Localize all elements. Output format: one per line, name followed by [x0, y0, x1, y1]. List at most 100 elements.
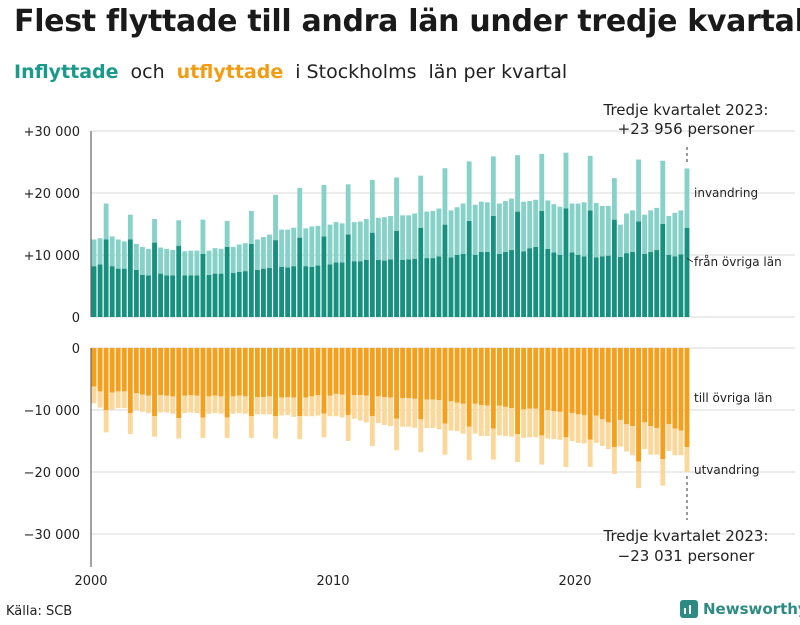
bar-out-emigration: [442, 423, 448, 455]
bar-in-domestic: [539, 210, 545, 317]
bar-in-domestic: [236, 271, 242, 317]
bar-out-domestic: [285, 348, 291, 397]
bar-in-domestic: [224, 246, 230, 317]
bar-in-domestic: [666, 255, 672, 317]
bar-out-domestic: [581, 348, 587, 415]
bar-in-domestic: [212, 273, 218, 317]
bar-in-domestic: [109, 266, 115, 317]
bar-out-emigration: [448, 401, 454, 431]
bar-out-emigration: [327, 395, 333, 417]
bar-out-emigration: [587, 439, 593, 468]
bar-out-domestic: [424, 348, 430, 400]
bar-in-immigration: [369, 179, 375, 233]
bar-out-domestic: [188, 348, 194, 396]
x-tick-label: 2010: [316, 574, 349, 589]
y-tick-label: −30 000: [24, 528, 80, 543]
bar-in-immigration: [176, 220, 182, 246]
bar-out-domestic: [654, 348, 660, 428]
bar-out-emigration: [605, 422, 611, 450]
bar-in-immigration: [672, 212, 678, 257]
bar-out-domestic: [418, 348, 424, 420]
bar-in-domestic: [133, 269, 139, 317]
bar-out-domestic: [636, 348, 641, 462]
bar-out-domestic: [448, 348, 454, 402]
bar-out-domestic: [133, 348, 139, 394]
bar-out-emigration: [666, 424, 672, 451]
bar-in-immigration: [230, 246, 236, 273]
bar-in-immigration: [587, 155, 593, 211]
y-tick-label: +20 000: [24, 187, 80, 202]
bar-in-domestic: [152, 242, 157, 317]
bar-in-domestic: [291, 266, 297, 317]
series-label-utvandring: utvandring: [694, 463, 759, 477]
bar-in-domestic: [478, 251, 484, 317]
bar-in-domestic: [91, 266, 97, 317]
bar-in-domestic: [315, 265, 321, 317]
bar-out-emigration: [121, 391, 127, 409]
bar-in-immigration: [97, 238, 103, 265]
bar-out-emigration: [242, 396, 248, 414]
bar-in-domestic: [164, 275, 170, 317]
bar-in-immigration: [563, 152, 569, 209]
bar-out-domestic: [557, 348, 563, 412]
bar-in-domestic: [279, 266, 285, 317]
bar-out-emigration: [164, 395, 170, 413]
bar-out-emigration: [611, 447, 617, 474]
bar-out-domestic: [539, 348, 545, 436]
bar-out-domestic: [648, 348, 654, 427]
bar-out-emigration: [382, 396, 387, 425]
bar-out-emigration: [672, 428, 678, 456]
bar-in-domestic: [339, 262, 345, 317]
bar-out-domestic: [218, 348, 224, 397]
bar-out-emigration: [321, 413, 327, 438]
bar-out-emigration: [309, 396, 315, 417]
bar-out-emigration: [545, 410, 551, 439]
bar-out-emigration: [375, 396, 381, 424]
bar-out-domestic: [176, 348, 182, 419]
bar-in-domestic: [206, 274, 212, 317]
bar-out-domestic: [321, 348, 327, 414]
bar-out-emigration: [127, 413, 133, 435]
bar-in-domestic: [654, 250, 660, 317]
bar-in-immigration: [121, 241, 127, 269]
bar-in-immigration: [394, 177, 399, 231]
bar-in-immigration: [127, 214, 133, 240]
bar-out-emigration: [654, 427, 660, 455]
bar-out-emigration: [569, 413, 575, 441]
bar-out-domestic: [599, 348, 605, 420]
bar-in-immigration: [206, 250, 212, 275]
bar-in-domestic: [569, 252, 575, 317]
annotation-bottom-line2: −23 031 personer: [618, 547, 755, 565]
bar-in-immigration: [424, 211, 430, 259]
bar-in-immigration: [357, 221, 363, 262]
bar-in-domestic: [285, 267, 291, 317]
bar-out-domestic: [369, 348, 375, 417]
bar-out-emigration: [478, 405, 484, 437]
bar-out-emigration: [509, 408, 514, 437]
bar-in-immigration: [648, 210, 654, 252]
bar-out-emigration: [394, 418, 399, 451]
bar-in-domestic: [382, 260, 387, 317]
bar-in-immigration: [297, 188, 303, 238]
bar-out-domestic: [200, 348, 206, 418]
bar-out-emigration: [430, 399, 436, 428]
bar-in-domestic: [575, 255, 581, 317]
bar-in-immigration: [273, 194, 278, 241]
bar-out-emigration: [103, 410, 109, 433]
bar-out-domestic: [394, 348, 399, 419]
bar-out-emigration: [248, 416, 254, 438]
bar-out-emigration: [617, 419, 623, 447]
bar-out-emigration: [188, 395, 194, 413]
bar-in-domestic: [400, 259, 406, 317]
bar-in-immigration: [454, 207, 460, 255]
bar-in-immigration: [400, 215, 406, 260]
bar-out-emigration: [224, 417, 230, 438]
bar-in-immigration: [91, 239, 97, 267]
leader-line: [686, 257, 694, 263]
bar-out-emigration: [339, 394, 345, 418]
bar-in-domestic: [545, 248, 551, 317]
bar-out-emigration: [91, 386, 97, 404]
bar-in-domestic: [418, 227, 424, 317]
bar-out-emigration: [97, 391, 103, 408]
bar-out-domestic: [660, 348, 666, 459]
